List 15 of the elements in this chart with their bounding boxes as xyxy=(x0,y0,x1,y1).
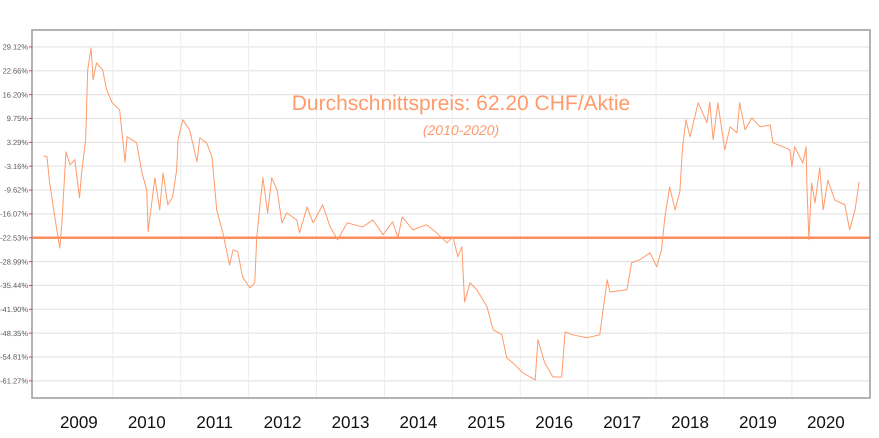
x-tick-label: 2018 xyxy=(671,413,709,432)
text: Durchschnittspreis: 62.20 CHF/Aktie xyxy=(292,92,630,115)
x-tick-label: 2013 xyxy=(332,413,370,432)
x-tick-label: 2011 xyxy=(196,413,233,432)
text: (2010-2020) xyxy=(422,122,500,138)
x-tick-label: 2017 xyxy=(603,413,642,432)
x-tick-label: 2009 xyxy=(60,413,98,432)
line-series xyxy=(43,48,860,380)
x-tick-label: 2020 xyxy=(806,413,845,432)
x-tick-label: 2014 xyxy=(399,413,438,432)
x-tick-label: 2015 xyxy=(467,413,506,432)
x-tick-label: 2010 xyxy=(128,413,166,432)
x-tick-label: 2012 xyxy=(264,413,302,432)
x-tick-label: 2019 xyxy=(739,413,777,432)
x-tick-label: 2016 xyxy=(535,413,574,432)
